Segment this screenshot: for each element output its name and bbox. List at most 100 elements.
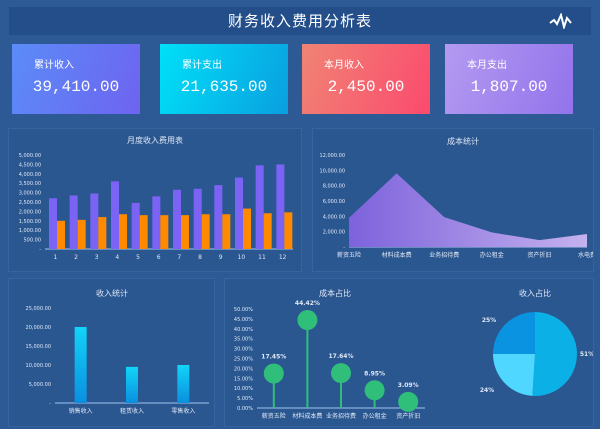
x-tick-label: 薪资五险 bbox=[262, 412, 286, 420]
stat-card: 累计支出 21,635.00 bbox=[160, 44, 288, 114]
bar bbox=[201, 214, 210, 249]
x-tick-label: 租赁收入 bbox=[120, 407, 144, 415]
y-tick-label: 45.00% bbox=[234, 317, 253, 323]
x-tick-label: 3 bbox=[95, 254, 99, 261]
lollipop-dot bbox=[331, 363, 351, 384]
bar bbox=[177, 365, 190, 403]
x-tick-label: 11 bbox=[258, 254, 266, 261]
bar bbox=[139, 215, 148, 249]
y-tick-label: 3,000.00 bbox=[19, 191, 41, 197]
y-tick-label: 1,500.00 bbox=[19, 219, 41, 225]
y-tick-label: 5.00% bbox=[237, 396, 253, 402]
y-tick-label: 20.00% bbox=[234, 366, 253, 372]
lollipop-dot bbox=[364, 380, 385, 401]
y-tick-label: - bbox=[39, 247, 41, 253]
stat-card-label: 本月收入 bbox=[324, 60, 364, 71]
stat-card-value: 1,807.00 bbox=[470, 78, 548, 96]
y-tick-label: 35.00% bbox=[234, 337, 253, 343]
y-tick-label: - bbox=[49, 401, 51, 407]
pulse-icon bbox=[549, 13, 572, 29]
y-tick-label: 2,000.00 bbox=[323, 230, 345, 236]
bar bbox=[173, 189, 181, 249]
x-tick-label: 资产折旧 bbox=[396, 412, 420, 420]
data-label: 17.45% bbox=[261, 353, 286, 360]
ratio-panel: 成本占比 0.00% 5.00% 10.00% 15.00% 20.00% 25.00% 30… bbox=[224, 278, 594, 427]
stat-card-value: 21,635.00 bbox=[180, 78, 268, 96]
x-tick-label: 办公租金 bbox=[363, 412, 387, 420]
x-tick-label: 4 bbox=[115, 254, 119, 261]
bar bbox=[284, 212, 293, 249]
y-tick-label: 30.00% bbox=[234, 347, 253, 353]
bar bbox=[160, 215, 169, 249]
bar bbox=[69, 195, 78, 249]
chart-title: 收入占比 bbox=[519, 288, 551, 298]
pie-slice bbox=[493, 354, 535, 396]
bar bbox=[49, 198, 57, 249]
stat-card-label: 累计收入 bbox=[34, 60, 74, 71]
y-tick-label: 500.00 bbox=[24, 238, 42, 244]
lollipop-dot bbox=[263, 363, 284, 384]
chart-title: 收入统计 bbox=[96, 288, 128, 298]
chart-title: 月度收入费用表 bbox=[127, 135, 183, 145]
lollipop-dot bbox=[297, 310, 318, 331]
x-tick-label: 9 bbox=[219, 254, 223, 261]
bar bbox=[126, 366, 138, 403]
income-chart-panel: 收入统计 - 5,000.00 10,000.00 15,000.00 20,000.00… bbox=[8, 278, 215, 427]
bar bbox=[181, 215, 189, 249]
bar bbox=[119, 214, 127, 249]
bar bbox=[243, 208, 251, 249]
data-label: 8.95% bbox=[364, 370, 385, 377]
data-label: 3.09% bbox=[398, 382, 419, 389]
bar bbox=[74, 327, 87, 403]
income-statistics-chart: 收入统计 - 5,000.00 10,000.00 15,000.00 20,000.00… bbox=[26, 288, 209, 415]
x-tick-label: 材料成本费 bbox=[382, 251, 412, 259]
y-tick-label: 20,000.00 bbox=[26, 325, 51, 331]
y-tick-label: 40.00% bbox=[234, 327, 253, 333]
pie-label: 25% bbox=[482, 317, 496, 324]
x-tick-label: 8 bbox=[198, 254, 202, 261]
data-label: 17.64% bbox=[329, 353, 354, 360]
y-tick-label: 10,000.00 bbox=[320, 168, 345, 174]
pie-label: 51% bbox=[580, 351, 593, 358]
y-tick-label: 4,500.00 bbox=[19, 162, 41, 168]
cost-statistics-chart: 成本统计 - 2,000.00 4,000.00 6,000.00 8,000.00 10,… bbox=[320, 136, 593, 259]
stat-card-label: 累计支出 bbox=[182, 60, 222, 71]
bar bbox=[235, 177, 243, 249]
y-tick-label: 6,000.00 bbox=[323, 199, 345, 205]
bar bbox=[90, 193, 99, 249]
y-tick-label: 5,000.00 bbox=[29, 382, 51, 388]
bar bbox=[263, 213, 272, 249]
cost-area bbox=[349, 173, 587, 247]
x-tick-label: 薪资五险 bbox=[337, 251, 361, 259]
y-tick-label: 1,000.00 bbox=[19, 228, 41, 234]
stat-card: 本月收入 2,450.00 bbox=[302, 44, 430, 114]
stat-card-value: 39,410.00 bbox=[32, 78, 120, 96]
x-tick-label: 材料成本费 bbox=[292, 412, 322, 420]
x-tick-label: 5 bbox=[136, 254, 140, 261]
y-tick-label: 12,000.00 bbox=[320, 153, 345, 159]
pie-slice bbox=[532, 312, 578, 396]
x-tick-label: 业务招待费 bbox=[429, 251, 459, 259]
stat-card: 本月支出 1,807.00 bbox=[445, 44, 573, 114]
y-tick-label: 50.00% bbox=[234, 307, 253, 313]
ratio-charts: 成本占比 0.00% 5.00% 10.00% 15.00% 20.00% 25.00% 30… bbox=[234, 288, 593, 420]
bar bbox=[111, 181, 119, 249]
x-tick-label: 10 bbox=[238, 254, 246, 261]
y-tick-label: 4,000.00 bbox=[323, 214, 345, 220]
bar bbox=[57, 220, 65, 249]
page-title: 财务收入费用分析表 bbox=[227, 12, 372, 30]
y-tick-label: - bbox=[343, 245, 345, 251]
data-label: 44.42% bbox=[295, 300, 320, 307]
y-tick-label: 25.00% bbox=[234, 357, 253, 363]
bar bbox=[77, 219, 86, 249]
y-tick-label: 15,000.00 bbox=[26, 344, 51, 350]
x-tick-label: 办公租金 bbox=[480, 251, 504, 259]
y-tick-label: 5,000.00 bbox=[19, 153, 41, 159]
y-tick-label: 3,500.00 bbox=[19, 181, 41, 187]
y-tick-label: 2,500.00 bbox=[19, 200, 41, 206]
stat-card-label: 本月支出 bbox=[467, 60, 507, 71]
x-tick-label: 6 bbox=[157, 254, 161, 261]
bar bbox=[98, 217, 107, 249]
chart-title: 成本统计 bbox=[447, 136, 479, 146]
bar bbox=[152, 196, 161, 249]
